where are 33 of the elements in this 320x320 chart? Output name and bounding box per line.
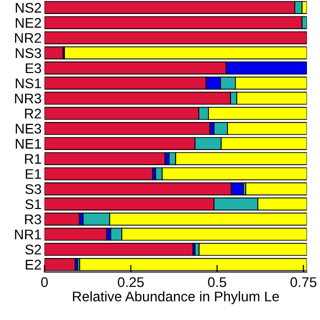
y-tick-label: E2 <box>26 260 42 270</box>
y-tick-label: E1 <box>26 169 42 179</box>
y-tick-label: R2 <box>25 108 42 118</box>
y-tick-label: NR1 <box>15 230 42 240</box>
bar <box>44 167 153 180</box>
y-tick-label: NR3 <box>15 94 42 104</box>
x-tick-label: 0.25 <box>118 277 144 288</box>
bar <box>44 152 166 166</box>
y-tick-label: NS3 <box>16 48 42 58</box>
x-axis-title: Relative Abundance in Phylum Le <box>72 291 279 304</box>
y-tick-label: NS1 <box>16 78 42 88</box>
y-tick-label: NE3 <box>16 124 42 134</box>
y-tick-label: S2 <box>25 244 42 255</box>
bar <box>44 228 108 241</box>
y-tick-label: S1 <box>25 199 42 210</box>
y-tick-label: NR2 <box>15 33 42 43</box>
y-tick-label: S3 <box>25 184 42 194</box>
bar <box>44 16 302 30</box>
y-tick-label: R3 <box>25 214 42 224</box>
y-tick-label: E3 <box>26 63 42 74</box>
bar <box>245 182 307 196</box>
y-tick-label: NE2 <box>16 18 42 28</box>
bar <box>44 212 80 226</box>
x-tick-label: 0.5 <box>208 277 226 288</box>
y-tick-label: NS2 <box>16 2 42 13</box>
bar <box>44 31 307 44</box>
bar <box>44 122 210 135</box>
x-tick-label: 0 <box>41 277 48 288</box>
y-tick-label: NE1 <box>16 139 42 149</box>
x-tick-label: 0.75 <box>290 277 316 288</box>
y-tick-label: R1 <box>25 154 42 164</box>
bar <box>44 242 194 256</box>
bar <box>198 242 307 256</box>
